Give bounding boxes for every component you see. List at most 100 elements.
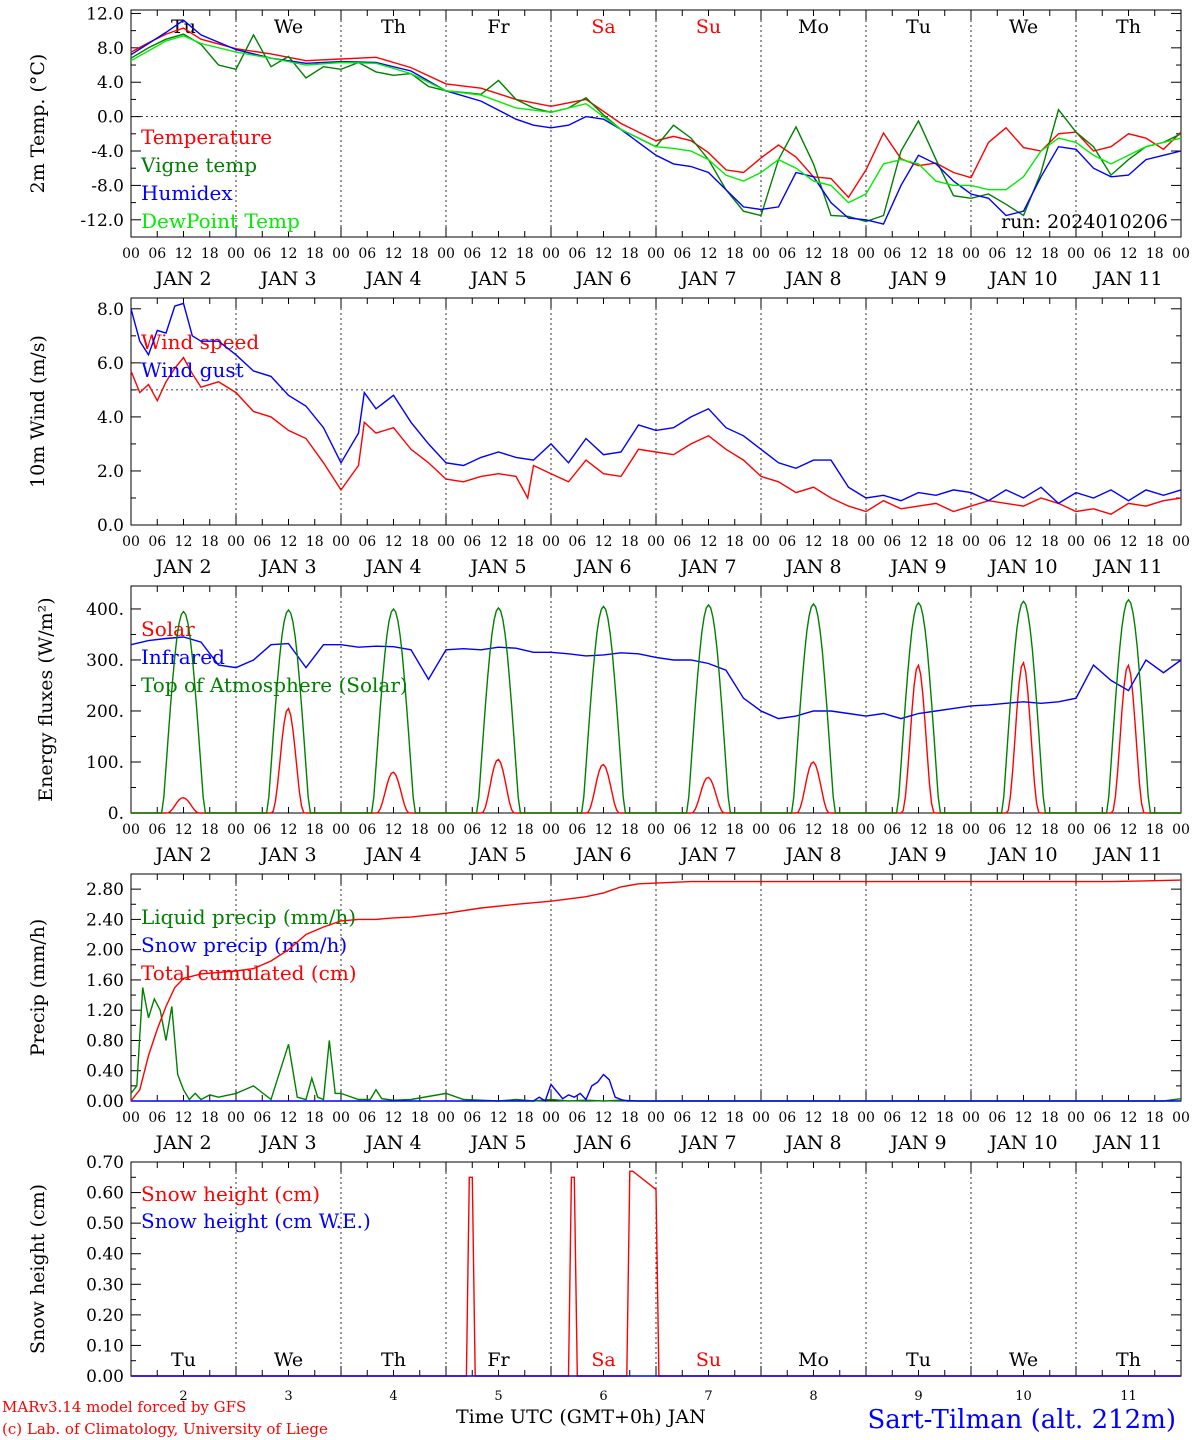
hour-tick-label: 18 xyxy=(1041,1110,1059,1126)
hour-tick-label: 18 xyxy=(936,1110,954,1126)
hour-tick-label: 00 xyxy=(752,822,770,838)
hour-tick-label: 12 xyxy=(1015,822,1033,838)
hour-tick-label: 12 xyxy=(175,534,193,550)
hour-tick-label: 00 xyxy=(227,1110,245,1126)
hour-tick-label: 00 xyxy=(332,1110,350,1126)
station-name: Sart-Tilman (alt. 212m) xyxy=(867,1405,1176,1435)
weekday-label: Tu xyxy=(906,16,931,38)
date-label: JAN 9 xyxy=(888,844,946,866)
day-number-label: 2 xyxy=(179,1389,187,1404)
date-label: JAN 5 xyxy=(468,844,526,866)
hour-tick-label: 18 xyxy=(621,246,639,262)
hour-tick-label: 00 xyxy=(1172,246,1190,262)
hour-tick-label: 00 xyxy=(542,246,560,262)
hour-tick-label: 18 xyxy=(936,534,954,550)
hour-tick-label: 06 xyxy=(988,246,1006,262)
hour-tick-label: 18 xyxy=(831,534,849,550)
legend-label: Infrared xyxy=(141,645,225,669)
time-axis-label: Time UTC (GMT+0h) JAN xyxy=(456,1406,706,1428)
hour-tick-label: 12 xyxy=(910,246,928,262)
hour-tick-label: 18 xyxy=(1041,246,1059,262)
y-tick-label: 0.10 xyxy=(86,1336,124,1356)
weekday-label: Sa xyxy=(591,1349,615,1371)
hour-tick-label: 00 xyxy=(437,1110,455,1126)
hour-tick-label: 00 xyxy=(647,246,665,262)
series-line-humidex xyxy=(130,19,1182,225)
legend-label: Snow height (cm) xyxy=(141,1182,320,1206)
y-tick-label: 1.20 xyxy=(86,1001,124,1021)
y-tick-label: 1.60 xyxy=(86,971,124,991)
y-axis-label: Precip (mm/h) xyxy=(27,919,49,1057)
y-tick-label: 4.0 xyxy=(97,73,124,93)
series-line-wind-gust xyxy=(130,302,1182,505)
hour-tick-label: 00 xyxy=(122,822,140,838)
series-line-dewpoint-temp xyxy=(130,35,1182,204)
date-label: JAN 3 xyxy=(258,556,316,578)
day-number-label: 3 xyxy=(284,1389,292,1404)
hour-tick-label: 12 xyxy=(175,246,193,262)
hour-tick-label: 12 xyxy=(280,1110,298,1126)
hour-tick-label: 12 xyxy=(1120,246,1138,262)
hour-tick-label: 00 xyxy=(647,1110,665,1126)
hour-tick-label: 12 xyxy=(595,1110,613,1126)
y-tick-label: 400. xyxy=(86,600,124,620)
y-tick-label: 0.50 xyxy=(86,1214,124,1234)
date-label: JAN 6 xyxy=(573,1132,631,1154)
y-tick-label: 0.20 xyxy=(86,1306,124,1326)
hour-tick-label: 12 xyxy=(385,246,403,262)
hour-tick-label: 00 xyxy=(542,1110,560,1126)
legend-label: Snow height (cm W.E.) xyxy=(141,1209,371,1233)
series-line-top-of-atmosphere-solar- xyxy=(131,598,1181,814)
hour-tick-label: 00 xyxy=(752,534,770,550)
hour-tick-label: 00 xyxy=(332,246,350,262)
hour-tick-label: 06 xyxy=(778,534,796,550)
hour-tick-label: 06 xyxy=(463,822,481,838)
hour-tick-label: 06 xyxy=(253,822,271,838)
hour-tick-label: 00 xyxy=(962,246,980,262)
hour-tick-label: 18 xyxy=(201,534,219,550)
hour-tick-label: 06 xyxy=(883,534,901,550)
date-label: JAN 11 xyxy=(1092,844,1162,866)
hour-tick-label: 18 xyxy=(726,1110,744,1126)
run-label: run: 2024010206 xyxy=(1001,211,1168,233)
hour-tick-label: 06 xyxy=(568,822,586,838)
hour-tick-label: 06 xyxy=(148,534,166,550)
date-label: JAN 3 xyxy=(258,268,316,290)
hour-tick-label: 06 xyxy=(463,534,481,550)
hour-tick-label: 00 xyxy=(857,246,875,262)
hour-tick-label: 00 xyxy=(437,822,455,838)
hour-tick-label: 12 xyxy=(910,1110,928,1126)
date-label: JAN 4 xyxy=(363,844,421,866)
legend-label: Humidex xyxy=(141,181,233,205)
y-axis-label: 10m Wind (m/s) xyxy=(27,335,49,488)
y-tick-label: 0.40 xyxy=(86,1245,124,1265)
hour-tick-label: 12 xyxy=(490,822,508,838)
hour-tick-label: 06 xyxy=(883,1110,901,1126)
date-label: JAN 6 xyxy=(573,556,631,578)
legend-label: DewPoint Temp xyxy=(141,209,300,233)
hour-tick-label: 12 xyxy=(490,534,508,550)
hour-tick-label: 00 xyxy=(542,822,560,838)
date-label: JAN 11 xyxy=(1092,1132,1162,1154)
date-label: JAN 9 xyxy=(888,1132,946,1154)
hour-tick-label: 06 xyxy=(253,1110,271,1126)
hour-tick-label: 00 xyxy=(857,822,875,838)
panel-energy: 400. 300. 200. 100. 0. Energy fluxes (W/m²) 00… xyxy=(35,585,1190,866)
hour-tick-label: 18 xyxy=(726,246,744,262)
hour-tick-label: 06 xyxy=(148,1110,166,1126)
legend-label: Temperature xyxy=(141,125,272,149)
weekday-label: Sa xyxy=(591,16,615,38)
weekday-label: We xyxy=(274,1349,303,1371)
day-number-label: 11 xyxy=(1120,1389,1137,1404)
date-label: JAN 4 xyxy=(363,1132,421,1154)
date-label: JAN 8 xyxy=(783,268,841,290)
y-tick-label: 0.60 xyxy=(86,1184,124,1204)
hour-tick-label: 06 xyxy=(1093,246,1111,262)
weekday-label: We xyxy=(1009,16,1038,38)
hour-tick-label: 18 xyxy=(201,246,219,262)
date-label: JAN 7 xyxy=(678,844,736,866)
weekday-label: Mo xyxy=(798,16,829,38)
hour-tick-label: 12 xyxy=(280,246,298,262)
